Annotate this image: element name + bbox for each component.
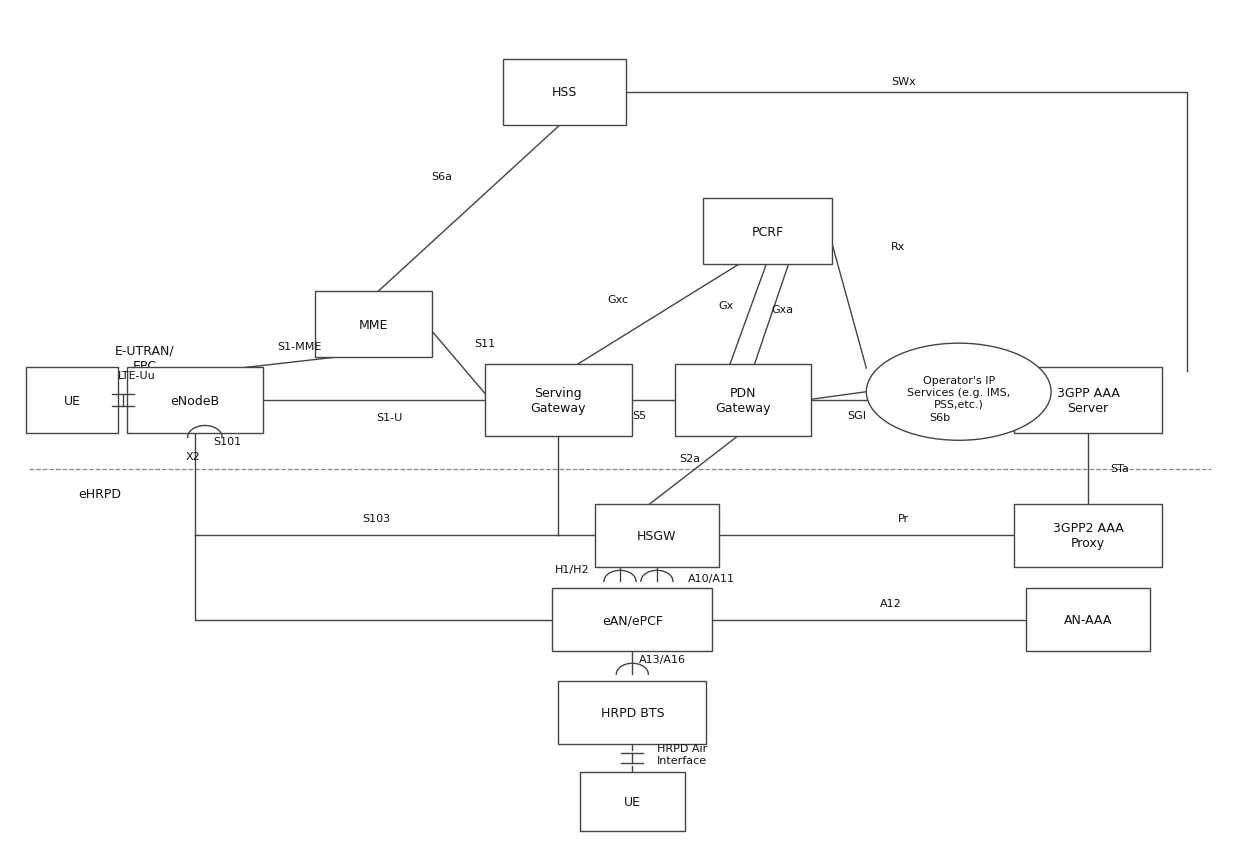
Text: 3GPP AAA
Server: 3GPP AAA Server [1056, 387, 1120, 415]
Text: A12: A12 [880, 598, 901, 608]
Text: Pr: Pr [898, 514, 909, 524]
Text: Gxc: Gxc [606, 295, 629, 304]
Text: AN-AAA: AN-AAA [1064, 613, 1112, 626]
Text: HSS: HSS [552, 86, 578, 99]
FancyBboxPatch shape [503, 60, 626, 125]
Text: HSGW: HSGW [637, 529, 677, 542]
Text: STa: STa [1110, 463, 1130, 474]
Text: eNodeB: eNodeB [171, 394, 219, 407]
Text: HRPD BTS: HRPD BTS [600, 706, 665, 719]
FancyBboxPatch shape [128, 368, 263, 434]
FancyBboxPatch shape [1027, 589, 1149, 652]
Text: A10/A11: A10/A11 [688, 573, 735, 583]
Text: S5: S5 [632, 411, 647, 421]
FancyBboxPatch shape [558, 682, 707, 745]
Text: eAN/ePCF: eAN/ePCF [601, 613, 663, 626]
Text: PCRF: PCRF [751, 226, 784, 239]
FancyBboxPatch shape [676, 365, 811, 436]
Text: MME: MME [358, 319, 388, 331]
Text: S6a: S6a [432, 172, 451, 182]
Text: SWx: SWx [890, 77, 915, 87]
FancyBboxPatch shape [1014, 504, 1162, 567]
Text: UE: UE [63, 394, 81, 407]
Text: S1-U: S1-U [377, 412, 403, 423]
Text: eHRPD: eHRPD [78, 487, 122, 500]
Text: A13/A16: A13/A16 [639, 654, 686, 665]
FancyBboxPatch shape [26, 368, 118, 434]
Text: S1-MME: S1-MME [278, 342, 322, 352]
Text: PDN
Gateway: PDN Gateway [715, 387, 771, 415]
Text: S11: S11 [474, 338, 495, 348]
Text: S101: S101 [213, 436, 242, 446]
Text: HRPD Air
Interface: HRPD Air Interface [657, 743, 707, 765]
FancyBboxPatch shape [580, 772, 684, 831]
Text: X2: X2 [185, 452, 200, 462]
FancyBboxPatch shape [485, 365, 632, 436]
Text: UE: UE [624, 795, 641, 808]
FancyBboxPatch shape [315, 292, 433, 358]
FancyBboxPatch shape [595, 504, 718, 567]
Text: LTE-Uu: LTE-Uu [118, 371, 156, 380]
Text: H1/H2: H1/H2 [554, 564, 589, 574]
FancyBboxPatch shape [552, 589, 712, 652]
Text: S103: S103 [362, 514, 391, 524]
Text: S2a: S2a [680, 453, 701, 463]
FancyBboxPatch shape [1014, 368, 1162, 434]
Text: 3GPP2 AAA
Proxy: 3GPP2 AAA Proxy [1053, 521, 1123, 550]
Text: E-UTRAN/
EPC: E-UTRAN/ EPC [115, 344, 175, 372]
Text: SGI: SGI [847, 411, 866, 421]
Text: Rx: Rx [892, 242, 905, 252]
Text: S6b: S6b [930, 412, 951, 423]
FancyBboxPatch shape [703, 199, 832, 265]
Text: Serving
Gateway: Serving Gateway [531, 387, 587, 415]
Text: Gx: Gx [718, 301, 734, 310]
Ellipse shape [867, 343, 1052, 440]
Text: Operator's IP
Services (e.g. IMS,
PSS,etc.): Operator's IP Services (e.g. IMS, PSS,et… [908, 376, 1011, 409]
Text: Gxa: Gxa [771, 304, 794, 314]
